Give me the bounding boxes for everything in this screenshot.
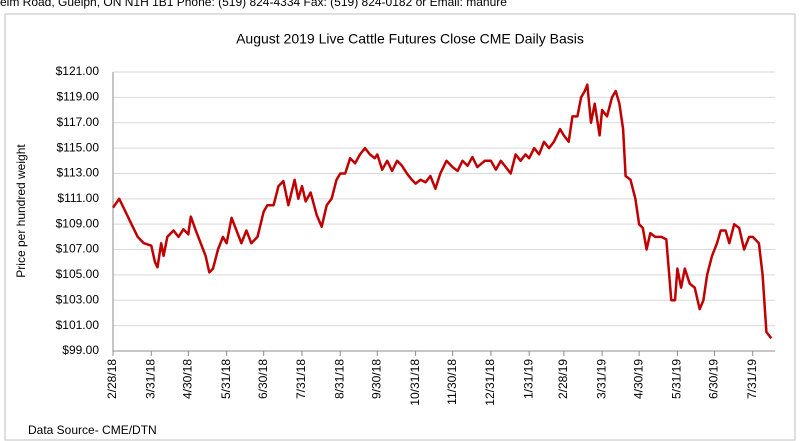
y-tick-label: $115.00 [57,140,100,154]
y-tick-label: $101.00 [56,318,100,332]
y-tick-label: $117.00 [57,115,100,129]
y-tick-label: $121.00 [56,64,100,78]
x-tick-label: 7/31/19 [745,359,759,399]
x-tick-label: 11/30/18 [445,359,459,405]
source-note: Data Source- CME/DTN [28,423,157,437]
y-tick-label: $107.00 [56,242,100,256]
y-tick-label: $99.00 [62,343,99,357]
y-tick-label: $119.00 [57,90,100,104]
y-tick-label: $105.00 [56,267,100,281]
chart-title: August 2019 Live Cattle Futures Close CM… [236,31,584,47]
x-tick-label: 10/31/18 [408,359,422,406]
x-tick-label: 4/30/18 [181,359,195,399]
x-tick-label: 5/31/19 [670,359,684,399]
x-tick-label: 2/28/18 [105,359,119,399]
x-tick-label: 6/30/18 [256,359,270,399]
y-axis-label: Price per hundred weight [14,144,28,278]
y-tick-label: $113.00 [57,166,100,180]
x-tick-label: 1/31/19 [521,359,535,399]
price-line [111,83,773,340]
x-tick-label: 9/30/18 [369,359,383,399]
x-tick-label: 6/30/19 [707,359,721,399]
header-text: elm Road, Guelph, ON N1H 1B1 Phone: (519… [0,0,507,9]
x-tick-label: 8/31/18 [332,359,346,399]
y-tick-label: $111.00 [57,191,99,205]
y-tick-label: $103.00 [56,292,100,306]
x-tick-label: 3/31/18 [143,359,157,399]
x-tick-label: 12/31/18 [483,359,497,406]
x-tick-label: 4/30/19 [631,359,645,399]
x-tick-label: 2/28/19 [556,359,570,399]
y-tick-label: $109.00 [56,216,100,230]
x-tick-label: 7/31/18 [294,359,308,399]
x-tick-label: 3/31/19 [594,359,608,399]
chart-border [4,13,796,441]
x-tick-label: 5/31/18 [219,359,233,399]
